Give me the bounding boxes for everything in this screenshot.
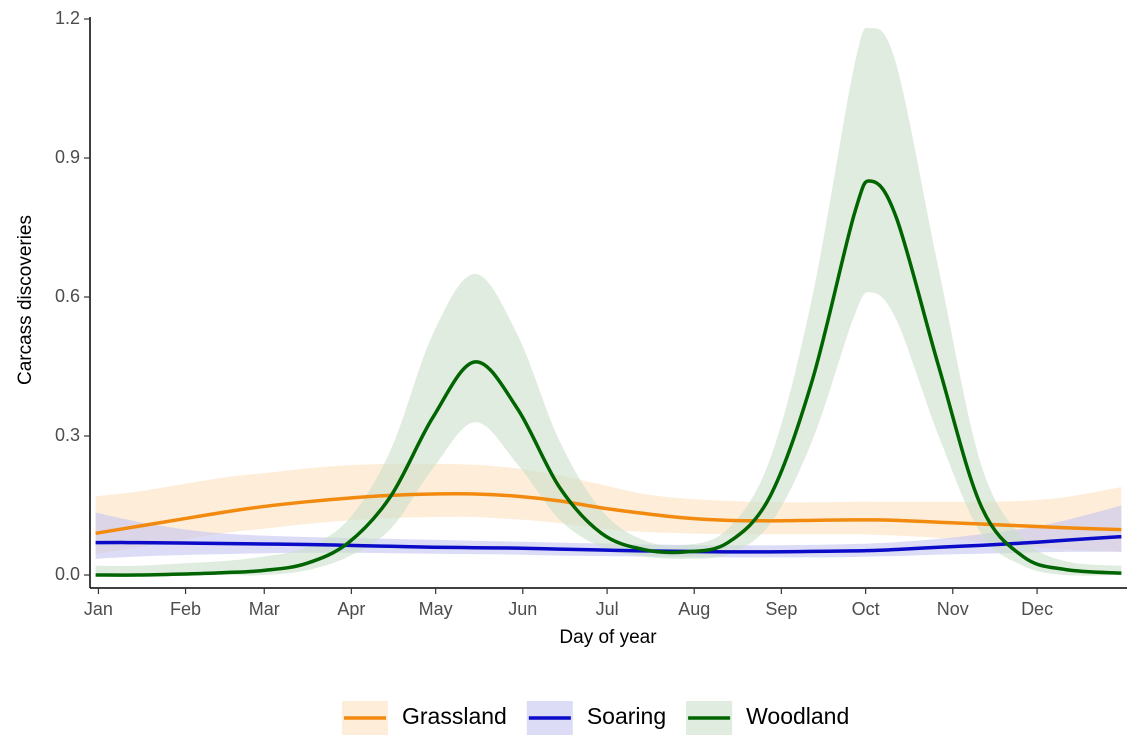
axes: 0.0 0.3 0.6 0.9 1.2 Jan Feb Mar Apr May Jun Jul Aug S… bbox=[55, 8, 1127, 619]
series-line bbox=[95, 491, 1122, 536]
y-tick-label: 0.0 bbox=[55, 564, 80, 584]
x-tick-label: Aug bbox=[678, 599, 710, 619]
x-tick-label: Mar bbox=[249, 599, 280, 619]
x-tick-label: Sep bbox=[765, 599, 797, 619]
series-line bbox=[95, 534, 1122, 554]
lines bbox=[95, 179, 1122, 577]
legend-label: Grassland bbox=[402, 703, 507, 729]
x-tick-label: Dec bbox=[1021, 599, 1053, 619]
confidence-band bbox=[95, 27, 1122, 576]
legend-label: Soaring bbox=[587, 703, 666, 729]
x-axis-title: Day of year bbox=[559, 627, 657, 648]
x-tick-label: Jul bbox=[596, 599, 619, 619]
series-line bbox=[95, 179, 1122, 577]
y-axis-title: Carcass discoveries bbox=[15, 215, 36, 385]
bands bbox=[95, 27, 1122, 576]
y-tick-label: 0.9 bbox=[55, 147, 80, 167]
x-tick-label: Oct bbox=[852, 599, 880, 619]
x-tick-label: Nov bbox=[937, 599, 969, 619]
x-tick-label: Apr bbox=[337, 599, 365, 619]
y-tick-label: 0.6 bbox=[55, 286, 80, 306]
legend: Grassland Soaring Woodland bbox=[342, 701, 849, 735]
y-tick-label: 1.2 bbox=[55, 8, 80, 28]
x-tick-label: May bbox=[419, 599, 453, 619]
x-tick-label: Jan bbox=[84, 599, 113, 619]
x-tick-label: Jun bbox=[508, 599, 537, 619]
legend-label: Woodland bbox=[746, 703, 849, 729]
y-tick-label: 0.3 bbox=[55, 425, 80, 445]
x-tick-label: Feb bbox=[170, 599, 201, 619]
